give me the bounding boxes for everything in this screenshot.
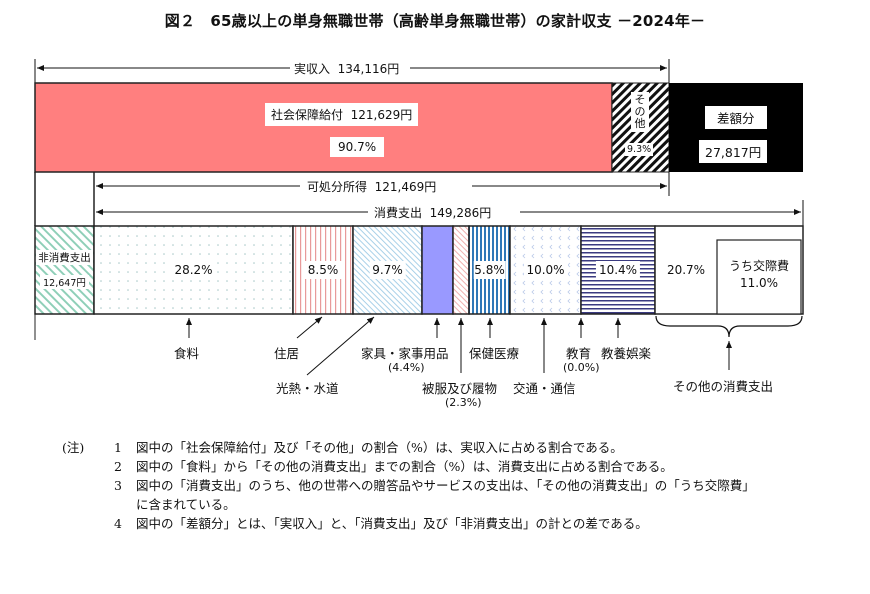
note-text: 図中の「食料」から「その他の消費支出」までの割合（%）は、消費支出に占める割合で…: [136, 459, 673, 474]
other-income-pct: 9.3%: [625, 143, 654, 156]
notes: (注) 1 図中の「社会保障給付」及び「その他」の割合（%）は、実収入に占める割合で…: [62, 438, 755, 533]
category-medical: 保健医療: [469, 346, 520, 361]
transport-pct: 10.0%: [523, 261, 568, 279]
note-text: に含まれている。: [136, 497, 236, 512]
social-security-label: 社会保障給付 121,629円: [265, 103, 419, 126]
category-furniture: 家具・家事用品: [361, 346, 449, 361]
note-row: 2 図中の「食料」から「その他の消費支出」までの割合（%）は、消費支出に占める割合…: [62, 457, 755, 476]
note-row: 3 図中の「消費支出」のうち、他の世帯への贈答品やサービスの支出は、「その他の消費…: [62, 476, 755, 495]
note-text: 図中の「社会保障給付」及び「その他」の割合（%）は、実収入に占める割合である。: [136, 440, 623, 455]
other-income-label: その他: [631, 92, 649, 132]
segment-housing: 8.5%: [293, 226, 353, 314]
consumption-name: 消費支出: [374, 206, 423, 220]
housing-pct: 8.5%: [304, 261, 342, 279]
income-value: 134,116円: [337, 62, 400, 76]
utilities-pct: 9.7%: [369, 261, 406, 279]
chart-title: 図２ 65歳以上の単身無職世帯（高齢単身無職世帯）の家計収支 －2024年－: [164, 12, 706, 30]
segment-transport: 10.0%: [510, 226, 581, 314]
income-label: 実収入: [294, 62, 331, 76]
food-pct: 28.2%: [171, 261, 216, 279]
non-consumption-value: 12,647円: [40, 275, 89, 289]
social-expense-label: うち交際費: [728, 259, 789, 273]
disposable-income-label: 可処分所得 121,469円: [303, 178, 441, 195]
note-row: (注) 1 図中の「社会保障給付」及び「その他」の割合（%）は、実収入に占める割合で…: [62, 438, 755, 457]
segment-recreation: 10.4%: [581, 226, 655, 314]
segment-utilities: 9.7%: [353, 226, 422, 314]
note-number: [114, 495, 136, 514]
consumption-value: 149,286円: [429, 206, 492, 220]
deficit-label: 差額分: [705, 106, 767, 129]
social-expense-box: うち交際費 11.0%: [717, 258, 801, 292]
furniture-pct: (4.4%): [388, 361, 425, 374]
social-security-value: 121,629円: [350, 108, 413, 122]
note-number: 2: [114, 459, 122, 474]
category-housing: 住居: [274, 346, 300, 361]
note-number: 4: [114, 516, 122, 531]
social-expense-pct: 11.0%: [739, 276, 779, 290]
category-food: 食料: [174, 346, 200, 361]
education-pct: (0.0%): [563, 361, 600, 374]
clothing-pct: (2.3%): [445, 396, 482, 409]
segment-other-consumption: 20.7%: [655, 226, 717, 314]
category-clothing: 被服及び履物: [422, 381, 498, 396]
category-transport: 交通・通信: [513, 381, 576, 396]
note-number: 3: [114, 478, 122, 493]
other-consumption-pct: 20.7%: [663, 261, 709, 279]
non-consumption-label: 非消費支出: [36, 250, 93, 265]
segment-food: 28.2%: [94, 226, 293, 314]
disposable-value: 121,469円: [374, 180, 437, 194]
notes-prefix: (注): [62, 440, 85, 455]
category-other-consumption: その他の消費支出: [673, 379, 774, 394]
segment-medical: 5.8%: [469, 226, 510, 314]
consumption-total-label: 消費支出 149,286円: [370, 204, 496, 221]
note-row: に含まれている。: [62, 495, 755, 514]
deficit-value: 27,817円: [699, 140, 768, 163]
note-text: 図中の「消費支出」のうち、他の世帯への贈答品やサービスの支出は、「その他の消費支…: [136, 478, 755, 493]
category-recreation: 教養娯楽: [601, 346, 652, 361]
medical-pct: 5.8%: [473, 261, 506, 279]
category-education: 教育: [566, 346, 592, 361]
social-security-pct: 90.7%: [330, 137, 385, 157]
note-row: 4 図中の「差額分」とは、「実収入」と、「消費支出」及び「非消費支出」の計との差で…: [62, 514, 755, 533]
category-utilities: 光熱・水道: [276, 381, 339, 396]
disposable-name: 可処分所得: [307, 180, 368, 194]
income-total-label: 実収入 134,116円: [290, 60, 404, 77]
note-number: 1: [114, 440, 122, 455]
social-security-name: 社会保障給付: [271, 108, 344, 122]
note-text: 図中の「差額分」とは、「実収入」と、「消費支出」及び「非消費支出」の計との差であ…: [136, 516, 648, 531]
recreation-pct: 10.4%: [595, 261, 641, 279]
